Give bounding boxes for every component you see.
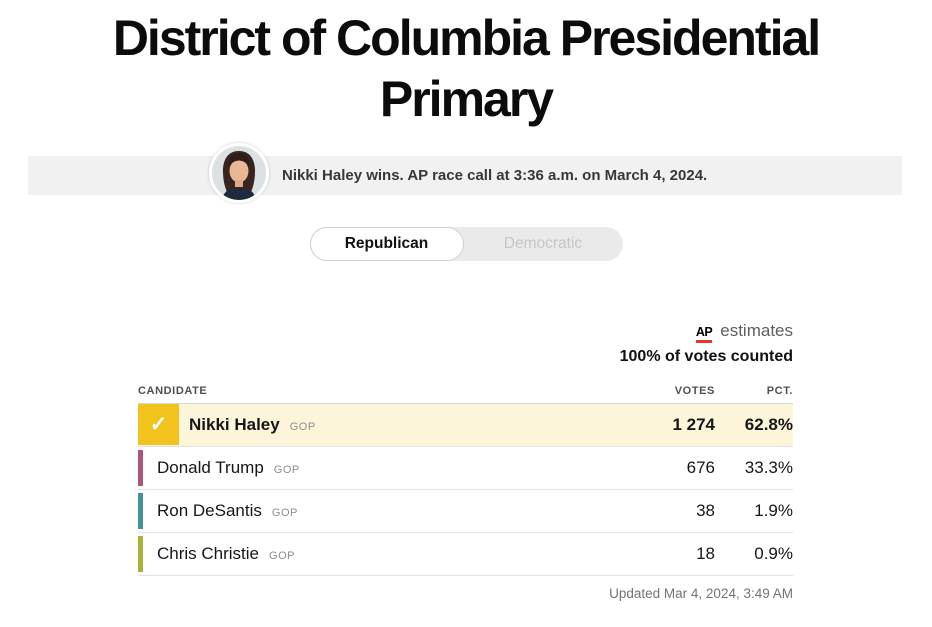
candidate-party: GOP	[269, 549, 295, 562]
race-call-text: Nikki Haley wins. AP race call at 3:36 a…	[282, 167, 708, 184]
results-section: AP estimates 100% of votes counted CANDI…	[138, 321, 793, 601]
candidate-pct: 33.3%	[744, 457, 793, 477]
table-header: CANDIDATE VOTES PCT.	[138, 385, 793, 404]
votes-counted-label: 100% of votes counted	[619, 347, 793, 365]
winner-check-icon: ✓	[138, 404, 179, 446]
candidate-name: Donald Trump	[157, 457, 264, 477]
tab-republican[interactable]: Republican	[309, 227, 464, 261]
header-pct: PCT.	[766, 384, 793, 397]
candidate-name: Nikki Haley	[189, 414, 280, 434]
page-title-line-2: Primary	[379, 71, 554, 127]
candidate-name: Ron DeSantis	[157, 500, 262, 520]
candidate-marker	[138, 449, 143, 486]
header-candidate: CANDIDATE	[138, 384, 208, 397]
avatar	[209, 143, 269, 203]
candidate-party: GOP	[289, 420, 316, 433]
candidate-cell: Nikki Haley GOP	[189, 415, 625, 435]
candidate-votes: 1 274	[672, 414, 715, 434]
candidate-cell: Chris Christie GOP	[157, 544, 625, 564]
race-call-banner: Nikki Haley wins. AP race call at 3:36 a…	[28, 143, 902, 203]
party-tabs: Republican Democratic	[309, 227, 623, 261]
tab-democratic[interactable]: Democratic	[503, 235, 583, 252]
candidate-marker	[138, 492, 143, 529]
table-row: Chris Christie GOP 18 0.9%	[138, 533, 793, 576]
candidate-pct: 0.9%	[754, 543, 793, 563]
ap-estimates-line: AP estimates	[138, 321, 793, 343]
table-row: Donald Trump GOP 676 33.3%	[138, 447, 793, 490]
candidate-votes: 38	[696, 500, 715, 520]
results-table: CANDIDATE VOTES PCT. ✓ Nikki Haley GOP 1…	[138, 385, 793, 576]
candidate-party: GOP	[271, 506, 298, 519]
results-rows: ✓ Nikki Haley GOP 1 274 62.8% Donald Tru…	[138, 403, 793, 576]
candidate-pct: 1.9%	[754, 500, 793, 520]
candidate-votes: 18	[696, 543, 715, 563]
candidate-party: GOP	[273, 463, 300, 476]
candidate-cell: Donald Trump GOP	[157, 458, 625, 478]
header-votes: VOTES	[674, 384, 715, 397]
page-title-line-1: District of Columbia Presidential	[112, 10, 821, 66]
updated-timestamp: Updated Mar 4, 2024, 3:49 AM	[609, 585, 793, 601]
candidate-cell: Ron DeSantis GOP	[157, 501, 625, 521]
page-title: District of Columbia Presidential Primar…	[16, 8, 916, 130]
candidate-name: Chris Christie	[157, 543, 260, 563]
ap-logo: AP	[695, 325, 713, 343]
table-row: Ron DeSantis GOP 38 1.9%	[138, 490, 793, 533]
candidate-marker	[138, 535, 143, 572]
candidate-portrait-image	[212, 146, 266, 200]
candidate-pct: 62.8%	[744, 414, 793, 434]
estimates-label: estimates	[720, 321, 793, 340]
table-row: ✓ Nikki Haley GOP 1 274 62.8%	[138, 403, 793, 447]
results-meta: AP estimates 100% of votes counted	[138, 321, 793, 366]
candidate-votes: 676	[686, 457, 715, 477]
